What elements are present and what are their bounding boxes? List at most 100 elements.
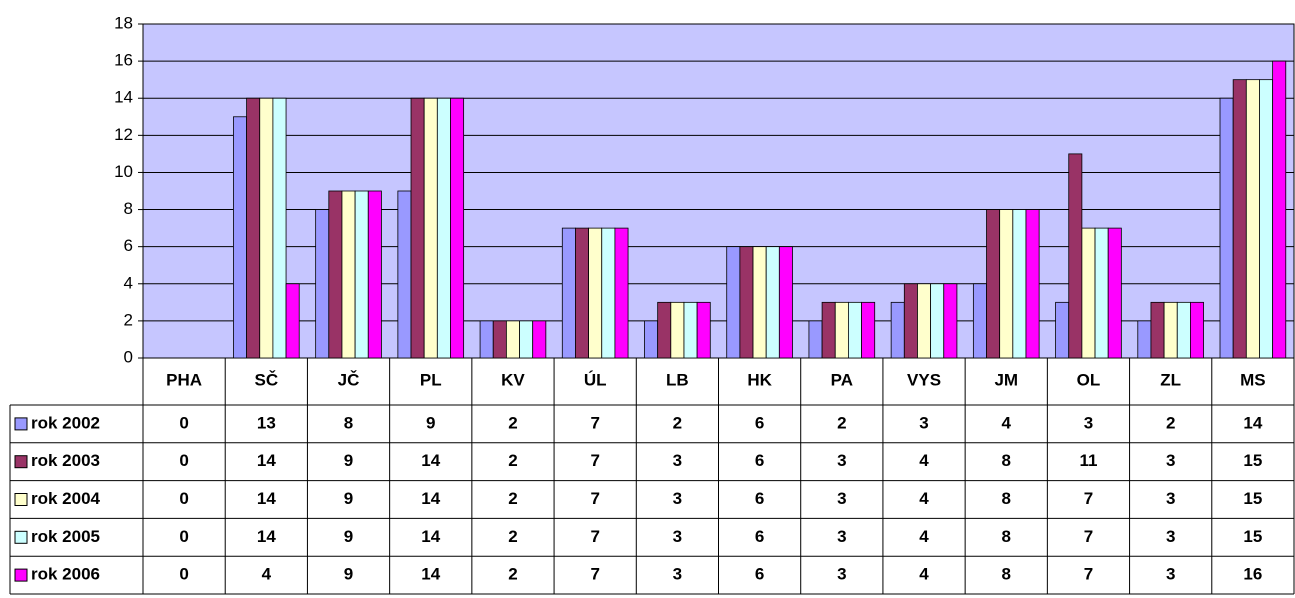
bar — [341, 190, 356, 359]
bar — [561, 227, 576, 359]
table-value: 7 — [590, 451, 599, 470]
table-value: 2 — [837, 413, 846, 432]
bar — [1163, 301, 1178, 359]
x-tick-label: JČ — [338, 370, 360, 389]
x-tick-label: LB — [666, 370, 689, 389]
table-value: 6 — [755, 527, 764, 546]
table-value: 6 — [755, 565, 764, 584]
table-value: 3 — [673, 565, 682, 584]
y-tick-label: 4 — [124, 273, 133, 292]
table-value: 15 — [1243, 451, 1262, 470]
bar — [739, 246, 754, 359]
bar — [614, 227, 629, 359]
table-value: 4 — [1002, 413, 1012, 432]
bar — [1176, 301, 1191, 359]
table-value: 2 — [508, 489, 517, 508]
table-value: 14 — [421, 565, 440, 584]
table-value: 3 — [919, 413, 928, 432]
table-value: 0 — [179, 451, 188, 470]
table-value: 2 — [673, 413, 682, 432]
bar — [1190, 301, 1204, 359]
bar — [1219, 97, 1234, 359]
table-value: 0 — [179, 527, 188, 546]
bar — [492, 320, 507, 359]
bar — [397, 190, 412, 359]
table-value: 9 — [344, 565, 353, 584]
table-value: 3 — [837, 527, 846, 546]
bar — [505, 320, 520, 359]
bar — [575, 227, 590, 359]
bar — [861, 301, 876, 359]
table-value: 0 — [179, 413, 188, 432]
table-value: 8 — [1002, 489, 1011, 508]
table-value: 3 — [673, 489, 682, 508]
table-value: 3 — [837, 451, 846, 470]
bar — [1025, 209, 1040, 359]
table-value: 3 — [1084, 413, 1093, 432]
bar — [259, 97, 274, 359]
table-value: 16 — [1243, 565, 1262, 584]
bar — [1107, 227, 1122, 359]
table-value: 11 — [1079, 451, 1097, 470]
table-value: 9 — [426, 413, 435, 432]
bar — [847, 301, 862, 359]
table-value: 7 — [1084, 527, 1093, 546]
table-value: 8 — [344, 413, 353, 432]
y-tick-label: 8 — [124, 199, 133, 218]
legend-key — [14, 493, 28, 506]
bar — [1272, 60, 1287, 359]
bar — [778, 246, 793, 359]
table-value: 14 — [421, 527, 440, 546]
table-value: 0 — [179, 489, 188, 508]
table-value: 3 — [837, 489, 846, 508]
bar — [657, 301, 672, 359]
table-value: 4 — [919, 565, 929, 584]
bar — [834, 301, 849, 359]
table-value: 4 — [919, 451, 929, 470]
legend-key — [14, 568, 28, 582]
bar — [423, 97, 438, 359]
table-value: 14 — [421, 451, 440, 470]
x-tick-label: PA — [831, 370, 853, 389]
bar — [354, 190, 369, 359]
legend-key — [14, 455, 28, 469]
table-value: 7 — [590, 565, 599, 584]
table-value: 9 — [344, 451, 353, 470]
bar — [436, 97, 451, 359]
table-value: 2 — [508, 413, 517, 432]
bar — [601, 227, 616, 359]
bar — [1245, 79, 1260, 359]
table-value: 7 — [590, 413, 599, 432]
table-value: 7 — [1084, 489, 1093, 508]
table-value: 3 — [1166, 489, 1175, 508]
table-value: 6 — [755, 413, 764, 432]
bar — [1259, 79, 1274, 359]
bar — [999, 209, 1014, 359]
table-value: 2 — [508, 451, 517, 470]
y-tick-label: 6 — [124, 236, 133, 255]
table-value: 14 — [1243, 413, 1262, 432]
x-tick-label: MS — [1240, 370, 1266, 389]
y-tick-label: 12 — [114, 125, 133, 144]
bar — [285, 283, 300, 359]
table-value: 13 — [257, 413, 276, 432]
table-value: 6 — [755, 489, 764, 508]
table-value: 15 — [1243, 527, 1262, 546]
bar — [821, 301, 836, 359]
table-value: 3 — [1166, 451, 1175, 470]
legend-label: rok 2006 — [31, 565, 100, 584]
legend-label: rok 2002 — [31, 413, 100, 432]
bar — [683, 301, 698, 359]
bar — [479, 320, 494, 359]
bar — [367, 190, 382, 359]
bar — [246, 97, 261, 359]
bar — [1081, 227, 1096, 359]
bar — [917, 283, 932, 359]
bar — [532, 320, 547, 359]
legend-label: rok 2003 — [31, 451, 100, 470]
table-value: 4 — [919, 527, 929, 546]
table-value: 0 — [179, 565, 188, 584]
table-value: 3 — [1166, 527, 1175, 546]
y-tick-label: 0 — [124, 347, 133, 366]
